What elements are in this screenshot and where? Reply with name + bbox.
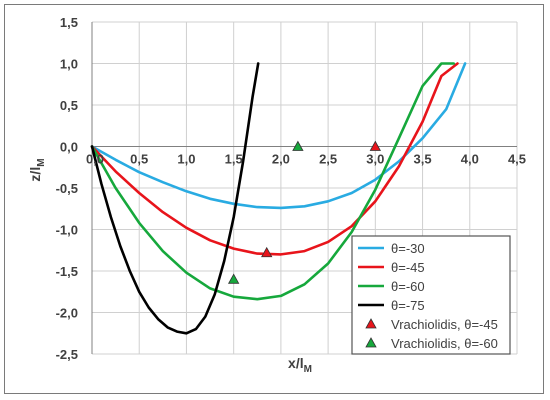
legend-swatch-marker bbox=[365, 318, 377, 329]
y-tick-label: -0,5 bbox=[56, 181, 78, 196]
y-tick-label: -1,5 bbox=[56, 264, 78, 279]
y-tick-label: -2,0 bbox=[56, 306, 78, 321]
y-tick-label: 1,5 bbox=[60, 15, 78, 30]
series-marker bbox=[292, 140, 304, 151]
x-tick-label: 4,5 bbox=[508, 152, 526, 167]
ticks: 0,0 0,5 1,0 1,5 2,0 2,5 3,0 3,5 4,0 4,5 1,5 1,0 0,5 0… bbox=[56, 15, 526, 362]
x-tick-label: 3,5 bbox=[414, 152, 432, 167]
series-marker bbox=[369, 140, 382, 151]
series-layer bbox=[90, 62, 467, 335]
y-tick-label: 0,0 bbox=[60, 140, 78, 155]
x-tick-label: 3,0 bbox=[366, 152, 384, 167]
legend-box bbox=[351, 235, 511, 355]
x-axis-label: x/lM bbox=[288, 355, 312, 375]
x-tick-label: 0,5 bbox=[130, 152, 148, 167]
series-marker bbox=[261, 246, 273, 258]
x-tick-label: 2,5 bbox=[319, 152, 337, 167]
x-tick-label: 2,0 bbox=[272, 152, 290, 167]
y-tick-label: 1,0 bbox=[60, 57, 78, 72]
series-line bbox=[90, 62, 459, 256]
series-line bbox=[90, 62, 260, 335]
legend-entry: θ=-45 bbox=[391, 260, 425, 275]
y-tick-label: 0,5 bbox=[60, 98, 78, 113]
legend-entry: Vrachiolidis, θ=-45 bbox=[391, 317, 498, 332]
x-tick-label: 1,0 bbox=[177, 152, 195, 167]
series-marker bbox=[227, 273, 240, 284]
x-tick-label: 1,5 bbox=[225, 152, 243, 167]
legend-entry: Vrachiolidis, θ=-60 bbox=[391, 336, 498, 351]
series-line bbox=[90, 62, 455, 301]
legend-entry: θ=-60 bbox=[391, 279, 425, 294]
legend-entry: θ=-75 bbox=[391, 298, 425, 313]
legend: θ=-30 θ=-45 θ=-60 θ=-75 Vrachiolidis, θ=-45 V… bbox=[351, 235, 511, 355]
y-axis-label: z/lM bbox=[27, 158, 47, 181]
y-tick-label: -2,5 bbox=[56, 347, 78, 362]
y-tick-label: -1,0 bbox=[56, 223, 78, 238]
legend-entry: θ=-30 bbox=[391, 241, 425, 256]
legend-swatch-marker bbox=[365, 337, 377, 348]
series-line bbox=[90, 62, 467, 210]
x-tick-label: 0,0 bbox=[86, 152, 104, 167]
x-tick-label: 4,0 bbox=[461, 152, 479, 167]
